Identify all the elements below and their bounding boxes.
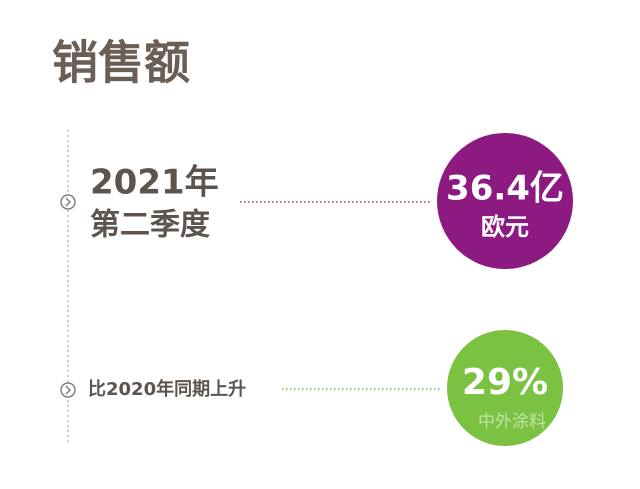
value-unit: 欧元 (481, 213, 529, 241)
growth-value: 29% (462, 362, 548, 403)
bullet-icon (60, 194, 76, 210)
growth-circle (447, 330, 563, 446)
title: 销售额 (52, 36, 190, 90)
growth-label: 比2020年同期上升 (88, 378, 246, 400)
bullet-icon (60, 382, 76, 398)
value-text: 36.4亿 (446, 169, 564, 209)
period-year: 2021年 (90, 163, 219, 203)
period-quarter: 第二季度 (90, 208, 210, 243)
value-circle (437, 133, 573, 269)
watermark: 中外涂料 (478, 412, 546, 432)
